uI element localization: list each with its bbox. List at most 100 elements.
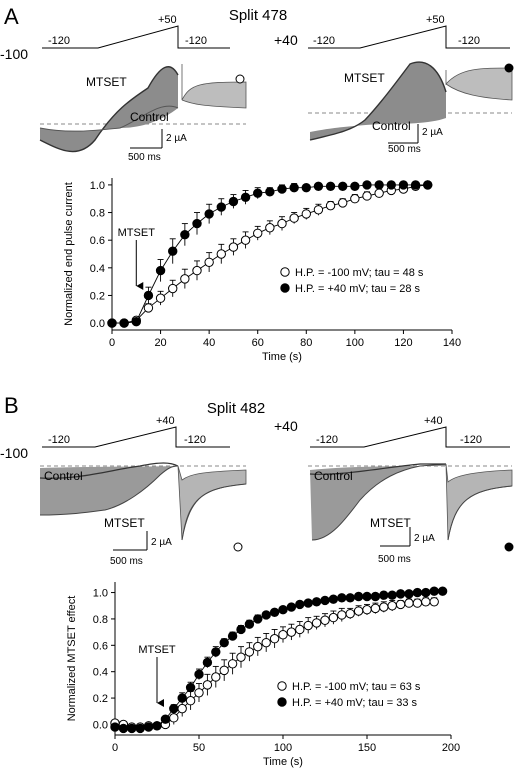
chart-b-series-1-point — [337, 593, 347, 603]
chart-b-series-1-point — [362, 591, 372, 602]
chart-b-series-1-point — [211, 647, 221, 657]
chart-b-series-1-point — [236, 624, 246, 635]
panel-a-right-scale-bar — [388, 124, 419, 144]
panel-b-right-filled-circle-icon — [504, 542, 514, 552]
chart-b-series-0-point — [286, 627, 297, 637]
chart-a-series-0-point — [313, 205, 324, 215]
panel-b-right-mtset-label: MTSET — [370, 516, 411, 530]
chart-b-series-0-point — [278, 630, 288, 640]
chart-b-series-1-point — [185, 682, 196, 693]
panel-b-protocol-left-start: -120 — [48, 434, 70, 446]
chart-b-series-1-point — [135, 723, 145, 734]
chart-a-series-1-point — [168, 246, 178, 256]
chart-b-series-0-point — [202, 680, 213, 690]
chart-b-series-1-point — [202, 657, 213, 668]
panel-b-protocol-right — [310, 426, 510, 448]
panel-a-left-control-label: Control — [130, 110, 169, 124]
chart-b-series-0-point — [185, 696, 196, 706]
chart-b-annotation-label: MTSET — [138, 644, 176, 656]
chart-a-legend-label-1: H.P. = +40 mV; tau = 28 s — [295, 283, 421, 295]
panel-b-letter: B — [4, 393, 19, 418]
chart-b-x-tick-label: 150 — [358, 742, 376, 754]
chart-a-series-0-point — [180, 274, 190, 284]
chart-a-series-1-point — [253, 188, 263, 198]
panel-b-traces-right: Control MTSET 2 µA 500 ms — [308, 463, 514, 565]
panel-b-left-scale-time: 500 ms — [110, 556, 143, 567]
chart-a-y-tick-label: 0.8 — [90, 208, 105, 220]
panel-b-protocol-right-peak: +40 — [424, 415, 443, 427]
panel-a-protocol-left-start: -120 — [48, 35, 70, 47]
chart-a-y-tick-label: 1.0 — [90, 180, 105, 192]
chart-a-series-1-point — [410, 180, 421, 190]
chart-b-series-0-point — [379, 602, 389, 612]
chart-a-legend-label-0: H.P. = -100 mV; tau = 48 s — [295, 267, 424, 279]
chart-b-series-0-point — [261, 637, 271, 648]
panel-b-left-control-label: Control — [44, 469, 83, 483]
chart-a-series-1-point — [313, 181, 324, 191]
chart-b-series-1-point — [160, 714, 171, 724]
panel-a-hp-left: -100 — [0, 46, 28, 62]
chart-a-series-1-point — [289, 182, 299, 193]
chart-a-x-tick-label: 80 — [300, 337, 312, 349]
chart-a-series-0-point — [168, 283, 178, 294]
chart-a-series-1-point — [301, 182, 311, 193]
chart-b-series-1-point — [311, 597, 322, 607]
chart-a-series-1-point — [216, 202, 226, 212]
panel-a-protocol-left-peak: +50 — [158, 14, 177, 26]
chart-b-series-0-point — [404, 598, 414, 608]
chart-a-series-0-point — [192, 265, 202, 276]
chart-a-series-1-point — [374, 180, 384, 190]
chart-a-series-1-point — [398, 180, 409, 190]
chart-b-series-0-point — [353, 606, 364, 616]
chart-b-x-axis-label: Time (s) — [263, 756, 303, 768]
chart-a-x-axis-label: Time (s) — [262, 351, 302, 363]
panel-a-protocol-right-end: -120 — [458, 35, 480, 47]
panel-b-protocol-right-end: -120 — [460, 434, 482, 446]
chart-b-series-0-point — [412, 598, 423, 608]
chart-b-legend-marker-0 — [277, 681, 287, 691]
chart-b-y-tick-label: 0.2 — [93, 693, 108, 705]
chart-a-x-tick-label: 140 — [443, 337, 461, 349]
chart-b-series-0-point — [211, 672, 221, 682]
chart-b-series-0-point — [303, 620, 313, 631]
panel-a-protocol-right-peak: +50 — [426, 14, 445, 26]
chart-b-series-1-point — [278, 604, 288, 615]
panel-a-traces-left: MTSET Control 2 µA 500 ms — [39, 64, 247, 163]
chart-b-series-1-point — [143, 722, 154, 732]
panel-b-protocol-right-start: -120 — [316, 434, 338, 446]
chart-b-series-1-point — [345, 593, 355, 603]
chart-b-series-0-point — [219, 665, 229, 676]
chart-b-series-1-point — [328, 594, 339, 604]
chart-a-series-1-point — [131, 317, 141, 327]
chart-b-series-1-point — [244, 619, 255, 629]
panel-b-protocol-left — [42, 426, 230, 448]
chart-a-series-1-point — [325, 181, 336, 191]
chart-b-y-tick-label: 0.8 — [93, 614, 108, 626]
chart-b-series-0-point — [421, 597, 431, 607]
chart-b-series-0-point — [236, 652, 246, 662]
panel-a-left-mtset-label: MTSET — [86, 75, 127, 89]
chart-a-legend-marker-0 — [280, 267, 290, 277]
panel-a-right-scale-time: 500 ms — [388, 144, 421, 155]
chart-b-series-0-point — [194, 688, 204, 698]
panel-b-protocol-left-end: -120 — [184, 434, 206, 446]
panel-a-right-mtset-label: MTSET — [344, 71, 385, 85]
chart-a-series-0-point — [228, 242, 239, 252]
chart-a-series-0-point — [374, 188, 384, 198]
chart-a-series-0-point — [277, 218, 287, 229]
chart-b-series-0-point — [227, 659, 238, 669]
chart-a-series-0-point — [325, 200, 336, 211]
chart-b-series-1-point — [421, 587, 431, 598]
chart-b-series-1-point — [404, 589, 414, 599]
chart-a-y-tick-label: 0.4 — [90, 263, 105, 275]
chart-a-x-tick-label: 60 — [252, 337, 264, 349]
panel-b-left-scale-bar — [113, 531, 148, 551]
chart-b-series-1-point — [429, 586, 439, 596]
chart-b-series-0-point — [362, 604, 372, 615]
chart-b-series-1-point — [303, 598, 313, 608]
panel-a-title: Split 478 — [229, 7, 287, 24]
chart-a-series-0-point — [338, 198, 348, 208]
panel-b-left-mtset-label: MTSET — [104, 516, 145, 530]
chart-a-series-1-point — [386, 180, 396, 190]
